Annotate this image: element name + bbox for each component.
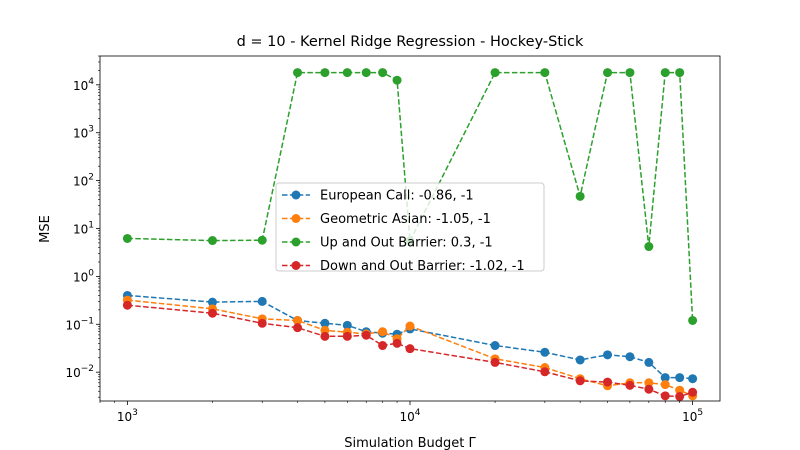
data-point [257,235,267,245]
data-point [688,315,698,325]
data-point [575,355,585,365]
data-point [490,341,500,351]
data-point [540,347,550,357]
data-point [603,350,613,360]
data-point [603,68,613,78]
y-tick-label: 102 [73,173,94,189]
data-point [644,384,654,394]
data-point [122,300,132,310]
legend-marker [291,190,301,200]
data-point [122,233,132,243]
data-point [207,297,217,307]
data-point [490,357,500,367]
data-point [490,68,500,78]
data-point [575,191,585,201]
data-point [405,344,415,354]
legend: European Call: -0.86, -1 Geometric Asian:… [275,182,545,274]
data-point [688,374,698,384]
data-point [675,373,685,383]
chart-title: d = 10 - Kernel Ridge Regression - Hocke… [237,34,584,50]
data-point [660,391,670,401]
x-tick-label: 104 [399,408,420,424]
legend-item: Down and Out Barrier: -1.02, -1 [282,259,525,274]
data-point [688,387,698,397]
data-point [660,380,670,390]
data-point [644,357,654,367]
data-point [378,341,388,351]
data-point [342,68,352,78]
legend-item: European Call: -0.86, -1 [282,189,474,204]
data-point [361,68,371,78]
legend-label: European Call: -0.86, -1 [320,189,474,204]
y-tick-label: 103 [73,125,94,141]
data-point [342,331,352,341]
legend-marker [291,237,301,247]
data-point [207,308,217,318]
axes-frame [99,55,721,402]
data-point [675,68,685,78]
data-point [293,68,303,78]
y-tick-label: 10−2 [65,364,94,380]
data-point [257,296,267,306]
legend-label: Up and Out Barrier: 0.3, -1 [320,236,493,251]
series-4 [122,300,698,402]
data-point [540,68,550,78]
y-tick-label: 104 [73,77,94,93]
data-point [660,373,670,383]
legend-label: Down and Out Barrier: -1.02, -1 [320,259,525,274]
y-tick-label: 100 [73,268,94,284]
y-axis-label: MSE [38,215,53,243]
data-point [675,385,685,395]
data-point [293,315,303,325]
legend-marker [291,214,301,223]
data-point [207,236,217,246]
y-tick-label: 10−1 [65,316,94,332]
data-point [378,68,388,78]
x-axis-label: Simulation Budget Γ [344,436,476,450]
data-point [644,242,654,252]
data-point [603,377,613,387]
data-point [320,331,330,341]
data-point [575,376,585,386]
legend-item: Geometric Asian: -1.05, -1 [282,212,491,227]
data-point [378,327,388,337]
y-tick-label: 101 [73,221,94,237]
data-point [405,321,415,331]
legend-label: Geometric Asian: -1.05, -1 [320,212,491,227]
data-point [320,68,330,78]
legend-item: Up and Out Barrier: 0.3, -1 [282,236,493,251]
data-point [625,380,635,390]
legend-box [275,182,545,272]
data-point [625,352,635,362]
legend-marker [291,261,301,270]
data-point [660,68,670,78]
data-point [392,338,402,348]
data-point [342,320,352,330]
data-point [293,323,303,333]
plot-area: 103 104 105 10−2 10−1 100 101 102 103 104 [65,55,721,424]
data-point [257,318,267,328]
x-tick-label: 103 [117,408,138,424]
x-tick-label: 105 [682,408,703,424]
data-point [625,68,635,78]
data-point [392,75,402,85]
data-point [644,378,654,388]
data-point [320,318,330,328]
data-point [361,330,371,340]
series-3 [122,68,698,325]
data-point [540,367,550,377]
data-point [675,392,685,402]
